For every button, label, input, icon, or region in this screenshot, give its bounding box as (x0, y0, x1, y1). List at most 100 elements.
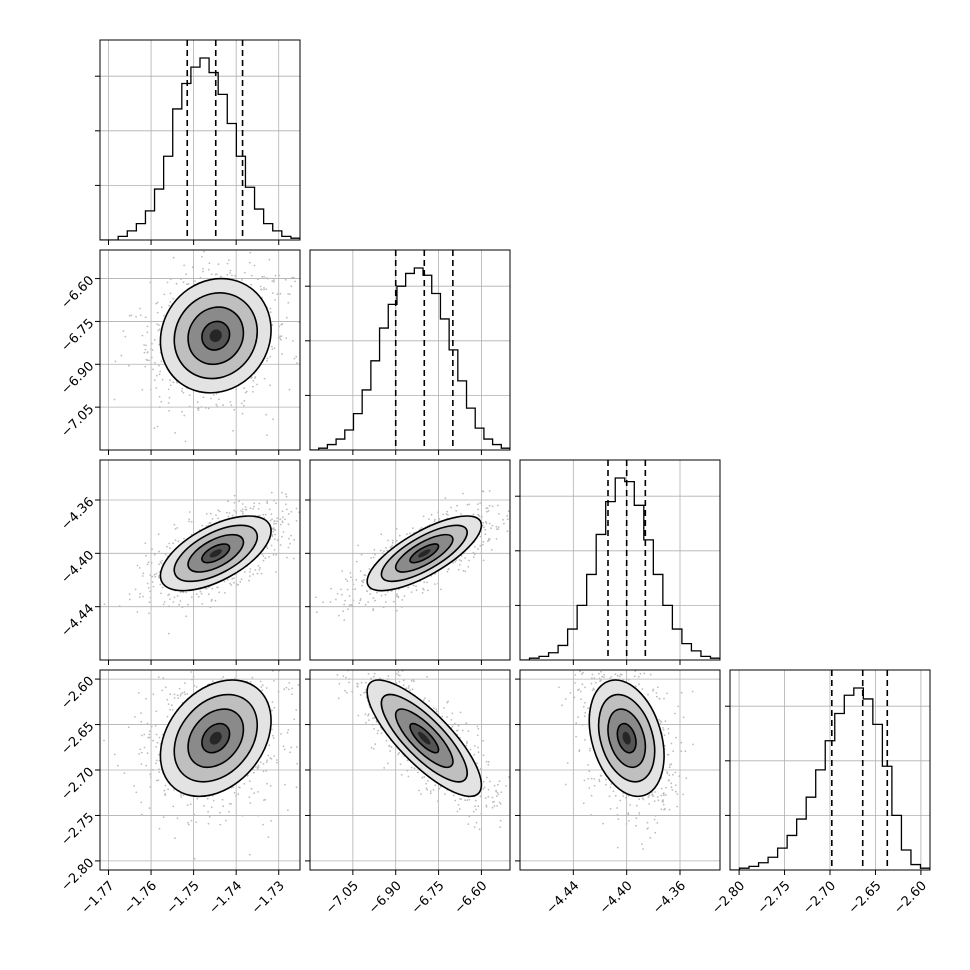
sample-point (484, 533, 487, 536)
sample-point (153, 379, 156, 381)
sample-point (383, 767, 386, 769)
sample-point (406, 769, 409, 772)
contour-3 (201, 722, 231, 754)
sample-point (295, 507, 298, 510)
sample-point (529, 519, 531, 521)
sample-point (209, 521, 212, 524)
sample-point (522, 776, 524, 778)
sample-point (158, 736, 161, 739)
sample-point (344, 644, 346, 646)
sample-point (284, 278, 287, 281)
xtick-label-1-1: −6.90 (366, 878, 405, 917)
sample-point (172, 601, 175, 603)
sample-point (487, 510, 490, 512)
sample-point (407, 657, 409, 659)
sample-point (167, 632, 170, 635)
sample-point (380, 594, 383, 597)
sample-point (425, 787, 428, 790)
sample-point (517, 846, 519, 848)
sample-point (273, 279, 275, 281)
sample-point (146, 359, 149, 362)
sample-point (252, 771, 255, 774)
sample-point (594, 668, 596, 670)
sample-point (227, 515, 230, 518)
sample-point (273, 281, 275, 283)
sample-point (179, 600, 182, 602)
sample-point (401, 599, 404, 601)
sample-point (187, 283, 190, 285)
sample-point (374, 743, 377, 746)
sample-point (227, 500, 230, 503)
sample-point (161, 586, 164, 589)
sample-point (368, 719, 370, 721)
sample-point (139, 307, 141, 310)
sample-point (149, 281, 152, 284)
sample-point (652, 688, 655, 691)
sample-point (235, 388, 238, 391)
sample-point (146, 582, 149, 585)
sample-point (499, 826, 502, 828)
sample-point (229, 269, 232, 272)
sample-point (502, 518, 504, 521)
sample-point (149, 786, 152, 788)
sample-point (358, 602, 361, 605)
sample-point (408, 685, 410, 687)
contour-2 (394, 708, 454, 769)
sample-point (231, 514, 234, 517)
sample-point (182, 281, 185, 283)
sample-point (238, 786, 240, 789)
sample-point (260, 686, 263, 688)
contour-0 (159, 679, 272, 798)
sample-point (351, 690, 354, 693)
sample-point (429, 790, 432, 792)
sample-point (413, 767, 416, 770)
sample-point (241, 241, 243, 243)
sample-point (348, 632, 350, 634)
sample-point (397, 674, 400, 676)
contour-3 (201, 320, 231, 351)
sample-point (163, 789, 166, 792)
density-level-4 (417, 549, 431, 558)
sample-point (275, 571, 277, 573)
sample-point (229, 582, 231, 585)
sample-point (192, 675, 195, 678)
sample-point (200, 406, 203, 408)
sample-point (215, 403, 218, 406)
sample-point (262, 559, 265, 562)
sample-point (385, 662, 387, 664)
sample-point (273, 657, 275, 659)
sample-point (455, 559, 458, 561)
sample-point (383, 667, 385, 669)
sample-point (266, 759, 269, 762)
sample-point (488, 490, 491, 492)
ytick-label-1-0: −7.05 (59, 402, 98, 441)
sample-point (389, 750, 391, 752)
sample-point (271, 728, 273, 731)
sample-point (564, 783, 567, 786)
sample-point (286, 731, 289, 734)
sample-point (209, 606, 212, 609)
sample-point (464, 570, 467, 573)
sample-point (482, 780, 485, 783)
sample-point (140, 720, 143, 723)
sample-point (253, 502, 256, 504)
sample-point (218, 510, 221, 513)
sample-point (224, 650, 226, 652)
sample-point (193, 813, 196, 816)
sample-point (499, 819, 502, 822)
sample-point (592, 645, 594, 647)
sample-point (348, 678, 351, 680)
sample-point (308, 710, 310, 712)
sample-point (257, 814, 259, 817)
sample-point (151, 342, 153, 345)
sample-point (648, 794, 651, 796)
sample-point (482, 490, 485, 493)
sample-point (582, 802, 585, 805)
sample-point (158, 577, 161, 579)
histogram-1 (310, 267, 510, 450)
sample-point (351, 604, 354, 607)
sample-point (188, 511, 191, 513)
sample-point (447, 700, 449, 703)
sample-point (408, 532, 411, 535)
sample-point (222, 404, 224, 407)
